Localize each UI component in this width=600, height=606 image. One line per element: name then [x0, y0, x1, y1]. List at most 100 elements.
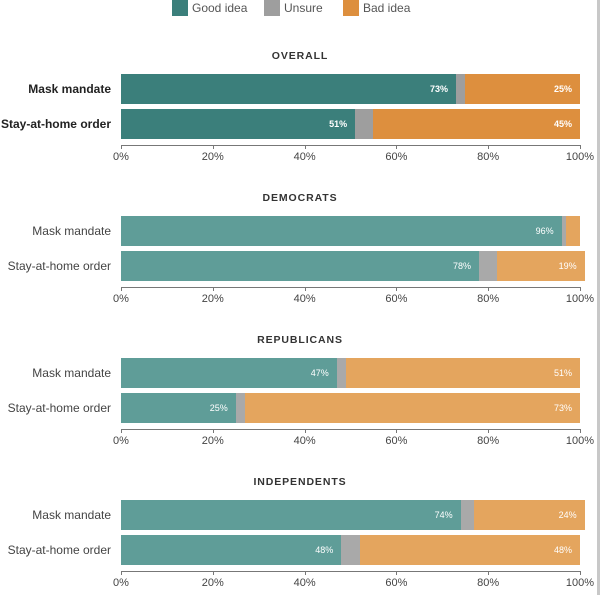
- bar-value-label: 24%: [558, 510, 577, 520]
- x-tick: [212, 429, 214, 433]
- bar-row: 96%: [121, 216, 580, 246]
- x-tick-label: 100%: [565, 435, 595, 447]
- bar-segment-bad-idea: [474, 500, 585, 530]
- x-tick: [304, 145, 306, 149]
- x-tick-label: 0%: [113, 435, 129, 447]
- bar-value-label: 51%: [329, 119, 348, 129]
- bar-value-label: 47%: [310, 368, 329, 378]
- x-tick-label: 40%: [293, 293, 316, 305]
- bar-value-label: 96%: [535, 226, 554, 236]
- bar-segment-good-idea: [121, 109, 356, 139]
- x-tick-label: 60%: [385, 151, 408, 163]
- x-tick: [396, 145, 398, 149]
- x-tick: [121, 429, 122, 433]
- bar-segment-unsure: [456, 74, 466, 104]
- x-tick: [488, 145, 490, 149]
- bar-segment-bad-idea: [373, 109, 580, 139]
- bar-row: 78% 19%: [121, 251, 585, 281]
- x-tick-label: 0%: [113, 151, 129, 163]
- bar-segment-good-idea: [121, 216, 562, 246]
- legend-swatch: [264, 0, 280, 16]
- bar-segment-unsure: [561, 216, 567, 246]
- x-tick: [396, 571, 398, 575]
- x-tick-label: 40%: [293, 151, 316, 163]
- row-label: Mask mandate: [32, 508, 111, 522]
- panel-title: DEMOCRATS: [262, 192, 338, 204]
- scrollbar-edge[interactable]: [597, 0, 600, 595]
- panel-title: INDEPENDENTS: [253, 476, 347, 488]
- bar-value-label: 73%: [430, 84, 449, 94]
- bar-segment-bad-idea: [465, 74, 580, 104]
- bar-segment-unsure: [460, 500, 475, 530]
- x-tick: [121, 571, 122, 575]
- x-tick: [580, 571, 581, 575]
- x-tick-label: 40%: [293, 435, 316, 447]
- row-label: Stay-at-home order: [7, 543, 111, 557]
- legend-label: Unsure: [284, 1, 323, 15]
- x-tick: [396, 429, 398, 433]
- x-axis-line: [121, 145, 580, 146]
- legend-label: Bad idea: [363, 1, 411, 15]
- x-tick-label: 20%: [201, 151, 224, 163]
- bar-segment-unsure: [355, 109, 374, 139]
- panel-overall: OVERALL Mask mandate 73% 25% Stay-at-home or…: [0, 50, 600, 180]
- x-tick-label: 60%: [385, 435, 408, 447]
- x-axis-line: [121, 571, 580, 572]
- row-label: Mask mandate: [28, 82, 111, 96]
- x-tick-label: 80%: [477, 435, 500, 447]
- bar-value-label: 25%: [209, 403, 228, 413]
- legend-swatch: [172, 0, 188, 16]
- bar-value-label: 51%: [553, 368, 572, 378]
- x-axis-line: [121, 429, 580, 430]
- x-tick: [121, 145, 122, 149]
- x-tick: [580, 145, 581, 149]
- x-tick: [304, 429, 306, 433]
- x-tick-label: 0%: [113, 577, 129, 589]
- x-axis-line: [121, 287, 580, 288]
- x-tick: [488, 287, 490, 291]
- panel-independents: INDEPENDENTS Mask mandate 74% 24% Stay-at-ho…: [0, 476, 600, 606]
- bar-row: 74% 24%: [121, 500, 585, 530]
- panel-democrats: DEMOCRATS Mask mandate 96% Stay-at-home ord…: [0, 192, 600, 322]
- x-tick: [212, 287, 214, 291]
- bar-segment-unsure: [235, 393, 245, 423]
- bar-segment-good-idea: [121, 251, 480, 281]
- row-label: Mask mandate: [32, 224, 111, 238]
- legend-swatch: [343, 0, 359, 16]
- bar-segment-bad-idea: [345, 358, 580, 388]
- bar-segment-good-idea: [121, 500, 461, 530]
- bar-segment-unsure: [479, 251, 498, 281]
- x-tick: [212, 571, 214, 575]
- x-tick: [304, 287, 306, 291]
- bar-row: 51% 45%: [121, 109, 580, 139]
- row-label: Stay-at-home order: [7, 259, 111, 273]
- bar-segment-good-idea: [121, 393, 236, 423]
- x-tick-label: 100%: [565, 293, 595, 305]
- bar-row: 25% 73%: [121, 393, 580, 423]
- bar-value-label: 78%: [453, 261, 472, 271]
- x-tick-label: 80%: [477, 577, 500, 589]
- bar-row: 47% 51%: [121, 358, 580, 388]
- x-tick-label: 60%: [385, 577, 408, 589]
- x-tick: [580, 429, 581, 433]
- panel-title: REPUBLICANS: [257, 334, 343, 346]
- x-tick-label: 20%: [201, 435, 224, 447]
- x-tick-label: 20%: [201, 293, 224, 305]
- panel-republicans: REPUBLICANS Mask mandate 47% 51% Stay-at-hom…: [0, 334, 600, 464]
- x-tick: [121, 287, 122, 291]
- bar-segment-bad-idea: [497, 251, 585, 281]
- legend-label: Good idea: [192, 1, 248, 15]
- x-tick-label: 80%: [477, 293, 500, 305]
- x-tick: [212, 145, 214, 149]
- x-tick: [488, 571, 490, 575]
- x-tick: [304, 571, 306, 575]
- bar-value-label: 45%: [553, 119, 572, 129]
- x-tick-label: 40%: [293, 577, 316, 589]
- bar-segment-good-idea: [121, 535, 342, 565]
- row-label: Stay-at-home order: [7, 401, 111, 415]
- bar-value-label: 48%: [553, 545, 572, 555]
- bar-value-label: 48%: [315, 545, 334, 555]
- bar-value-label: 19%: [558, 261, 577, 271]
- x-tick-label: 80%: [477, 151, 500, 163]
- bar-segment-good-idea: [121, 74, 457, 104]
